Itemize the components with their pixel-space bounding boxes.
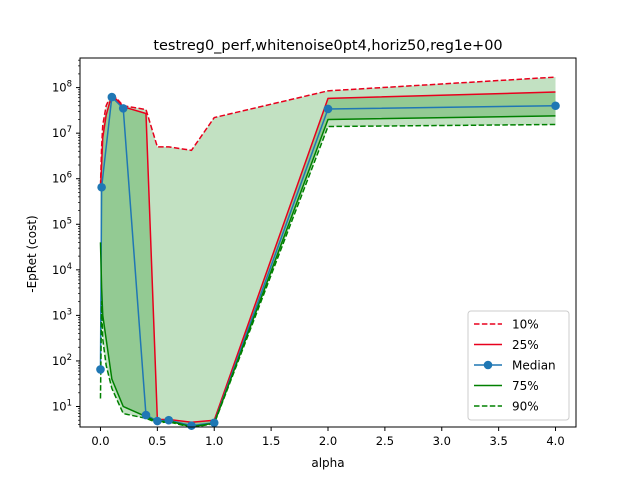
y-tick-label: 105 (52, 216, 72, 231)
y-tick-label: 106 (52, 171, 72, 186)
legend-box (467, 310, 570, 421)
x-axis-ticks: 0.0 0.5 1.0 1.5 2.0 2.5 3.0 3.5 4.0 (91, 427, 565, 448)
median-marker (96, 365, 105, 374)
median-marker (323, 104, 333, 114)
legend-label: 25% (512, 338, 539, 352)
legend-label: 75% (512, 379, 539, 393)
y-axis-label: -EpRet (cost) (25, 215, 39, 293)
x-tick-label: 4.0 (546, 434, 564, 448)
median-marker (209, 418, 219, 428)
legend-label: Median (512, 359, 556, 373)
median-marker (97, 182, 106, 192)
chart-title: testreg0_perf,whitenoise0pt4,horiz50,reg… (153, 38, 502, 54)
x-tick-label: 0.0 (91, 434, 109, 448)
y-tick-label: 104 (52, 262, 72, 277)
x-tick-label: 2.0 (319, 434, 337, 448)
median-marker (551, 101, 560, 111)
y-tick-label: 102 (52, 353, 72, 368)
median-marker (164, 415, 174, 425)
x-tick-label: 3.5 (489, 434, 507, 448)
x-tick-label: 3.0 (433, 434, 451, 448)
y-tick-label: 101 (52, 399, 72, 414)
x-tick-label: 1.0 (205, 434, 223, 448)
legend: 10% 25% Median 75% 90% (467, 310, 570, 421)
y-axis-ticks: 101 102 103 104 105 106 107 108 (52, 59, 80, 425)
x-tick-label: 2.5 (376, 434, 394, 448)
median-marker (118, 104, 128, 113)
median-marker (187, 421, 196, 430)
series-line-0 (99, 76, 556, 186)
legend-marker (483, 360, 493, 370)
y-tick-label: 103 (52, 307, 72, 322)
y-tick-label: 108 (52, 80, 72, 95)
legend-label: 90% (512, 400, 539, 414)
x-tick-label: 1.5 (262, 434, 280, 448)
band-10-90 (100, 77, 556, 428)
y-tick-label: 107 (52, 125, 72, 140)
median-marker (141, 410, 151, 420)
legend-label: 10% (512, 318, 539, 332)
x-axis-label: alpha (311, 456, 344, 470)
median-markers (96, 92, 560, 430)
median-marker (153, 416, 162, 426)
median-marker (107, 92, 117, 102)
x-tick-label: 0.5 (148, 434, 166, 448)
